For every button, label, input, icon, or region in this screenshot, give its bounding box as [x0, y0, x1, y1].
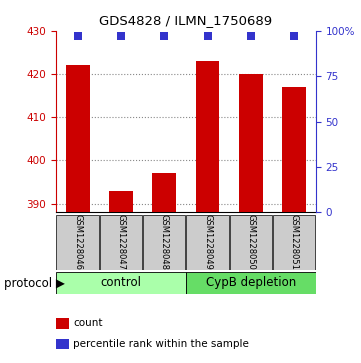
Text: control: control [100, 276, 142, 289]
Bar [109, 191, 133, 212]
Point [205, 33, 210, 39]
Bar [230, 215, 272, 270]
Text: GSM1228047: GSM1228047 [117, 214, 125, 270]
Point [248, 33, 254, 39]
Bar [100, 215, 142, 270]
Point [75, 33, 81, 39]
Text: protocol ▶: protocol ▶ [4, 277, 65, 290]
Bar [239, 74, 263, 212]
Text: GSM1228051: GSM1228051 [290, 215, 299, 270]
Text: percentile rank within the sample: percentile rank within the sample [73, 339, 249, 349]
Title: GDS4828 / ILMN_1750689: GDS4828 / ILMN_1750689 [99, 14, 273, 27]
Text: GSM1228046: GSM1228046 [73, 214, 82, 270]
Text: CypB depletion: CypB depletion [206, 276, 296, 289]
Text: GSM1228050: GSM1228050 [247, 215, 255, 270]
Bar [56, 215, 99, 270]
Point [161, 33, 167, 39]
Text: GSM1228048: GSM1228048 [160, 214, 169, 270]
Point [291, 33, 297, 39]
Bar [152, 174, 176, 212]
Bar [56, 272, 186, 294]
Bar [273, 215, 316, 270]
Point [118, 33, 124, 39]
Bar [282, 87, 306, 212]
Bar [186, 215, 229, 270]
Bar [66, 65, 90, 212]
Bar [196, 61, 219, 212]
Text: count: count [73, 318, 103, 329]
Bar [143, 215, 186, 270]
Text: GSM1228049: GSM1228049 [203, 215, 212, 270]
Bar [186, 272, 316, 294]
